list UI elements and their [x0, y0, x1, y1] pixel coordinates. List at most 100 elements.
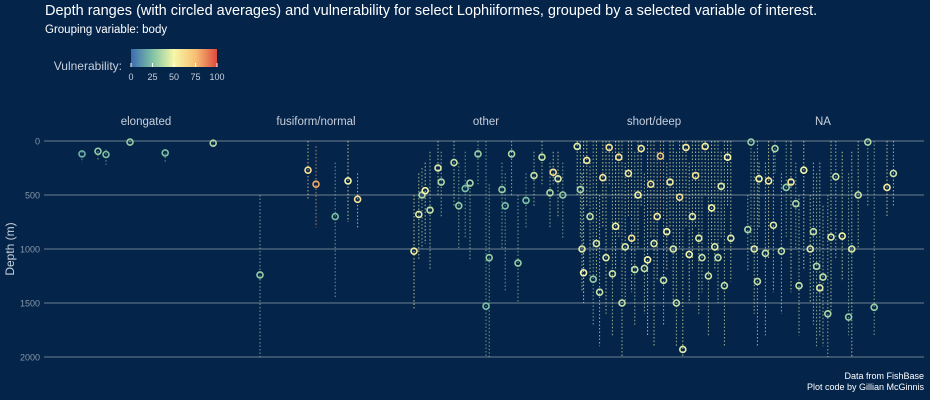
average-depth-point [688, 212, 697, 221]
average-depth-point [682, 143, 690, 152]
average-depth-point [656, 152, 665, 160]
average-depth-point [809, 227, 818, 236]
average-depth-point [795, 281, 803, 290]
average-depth-point [823, 309, 832, 318]
average-depth-point [514, 259, 522, 267]
average-depth-point [126, 138, 134, 146]
average-depth-point [614, 153, 623, 161]
average-depth-point [414, 210, 423, 219]
average-depth-point [421, 186, 430, 195]
average-depth-point [870, 303, 879, 312]
average-depth-point [498, 185, 506, 194]
average-depth-point [482, 302, 490, 311]
average-depth-point [611, 222, 620, 231]
average-depth-point [883, 183, 891, 192]
y-axis-label: Depth (m) [3, 222, 17, 275]
average-depth-point [522, 196, 530, 205]
average-depth-point [838, 232, 847, 240]
average-depth-point [650, 239, 658, 248]
average-depth-point [501, 202, 510, 210]
average-depth-point [854, 191, 863, 199]
average-depth-point [889, 169, 898, 178]
average-depth-point [304, 166, 312, 174]
average-depth-point [743, 225, 752, 234]
average-depth-point [437, 178, 446, 186]
average-depth-point [771, 144, 779, 153]
average-depth-point [691, 171, 700, 180]
average-depth-point [627, 234, 636, 242]
average-depth-point [717, 182, 726, 191]
average-depth-point [549, 168, 558, 177]
average-depth-point [827, 233, 835, 241]
average-depth-point [546, 189, 554, 197]
average-depth-point [530, 171, 538, 180]
average-depth-point [634, 191, 642, 199]
average-depth-point [624, 169, 633, 178]
credits: Data from FishBase Plot code by Gillian … [807, 371, 924, 393]
average-depth-point [474, 150, 482, 158]
y-tick-label: 500 [25, 191, 40, 201]
average-depth-point [678, 345, 687, 354]
facet-label: fusiform/normal [276, 116, 355, 128]
average-depth-point [723, 153, 732, 161]
average-depth-point [602, 253, 610, 262]
average-depth-point [787, 178, 795, 186]
average-depth-point [704, 272, 713, 280]
average-depth-point [726, 234, 735, 242]
average-depth-point [454, 202, 463, 210]
average-depth-point [434, 164, 442, 172]
average-depth-point [576, 185, 585, 194]
average-depth-point [662, 227, 671, 236]
legend: Vulnerability: 0 25 50 75 100 [54, 49, 225, 82]
average-depth-point [554, 175, 562, 183]
facet-label: short/deep [627, 116, 681, 128]
average-depth-point [707, 204, 716, 212]
average-depth-point [653, 212, 662, 221]
legend-tick-label: 100 [209, 72, 224, 82]
average-depth-point [720, 281, 729, 290]
average-depth-point [698, 253, 706, 262]
average-depth-point [755, 175, 763, 183]
average-depth-point [461, 184, 470, 193]
average-depth-point [791, 199, 800, 208]
average-depth-point [558, 191, 567, 199]
average-depth-point [630, 265, 639, 274]
y-tick-label: 2000 [20, 353, 40, 363]
average-depth-point [675, 193, 684, 201]
average-depth-point [589, 275, 598, 284]
y-tick-label: 1500 [20, 299, 40, 309]
average-depth-point [777, 247, 786, 255]
average-depth-point [578, 245, 586, 253]
average-depth-point [710, 243, 719, 251]
average-depth-point [618, 299, 626, 307]
legend-tick-label: 0 [128, 72, 133, 82]
average-depth-point [344, 177, 352, 185]
legend-colorbar [131, 49, 217, 67]
average-depth-point [450, 158, 458, 167]
average-depth-point [701, 142, 710, 151]
average-depth-point [586, 212, 594, 221]
average-depth-point [753, 277, 762, 286]
average-depth-point [426, 206, 434, 214]
average-depth-point [844, 313, 853, 321]
average-depth-point [799, 166, 808, 174]
average-depth-point [608, 270, 617, 278]
chart-title: Depth ranges (with circled averages) and… [45, 3, 818, 19]
average-depth-point [685, 250, 694, 259]
credit-data-source: Data from FishBase [844, 371, 924, 381]
average-depth-point [78, 150, 86, 158]
average-depth-point [694, 234, 703, 242]
average-depth-point [666, 178, 674, 186]
average-depth-point [747, 138, 755, 146]
average-depth-point [595, 288, 604, 297]
average-depth-point [312, 180, 320, 188]
average-depth-point [209, 139, 217, 147]
average-depth-point [598, 173, 607, 182]
average-depth-point [538, 153, 546, 161]
credit-plot-code: Plot code by Gillian McGinnis [806, 382, 924, 392]
average-depth-point [102, 150, 110, 159]
average-depth-point [331, 212, 340, 221]
average-depth-point [669, 245, 678, 253]
average-depth-point [579, 268, 588, 277]
